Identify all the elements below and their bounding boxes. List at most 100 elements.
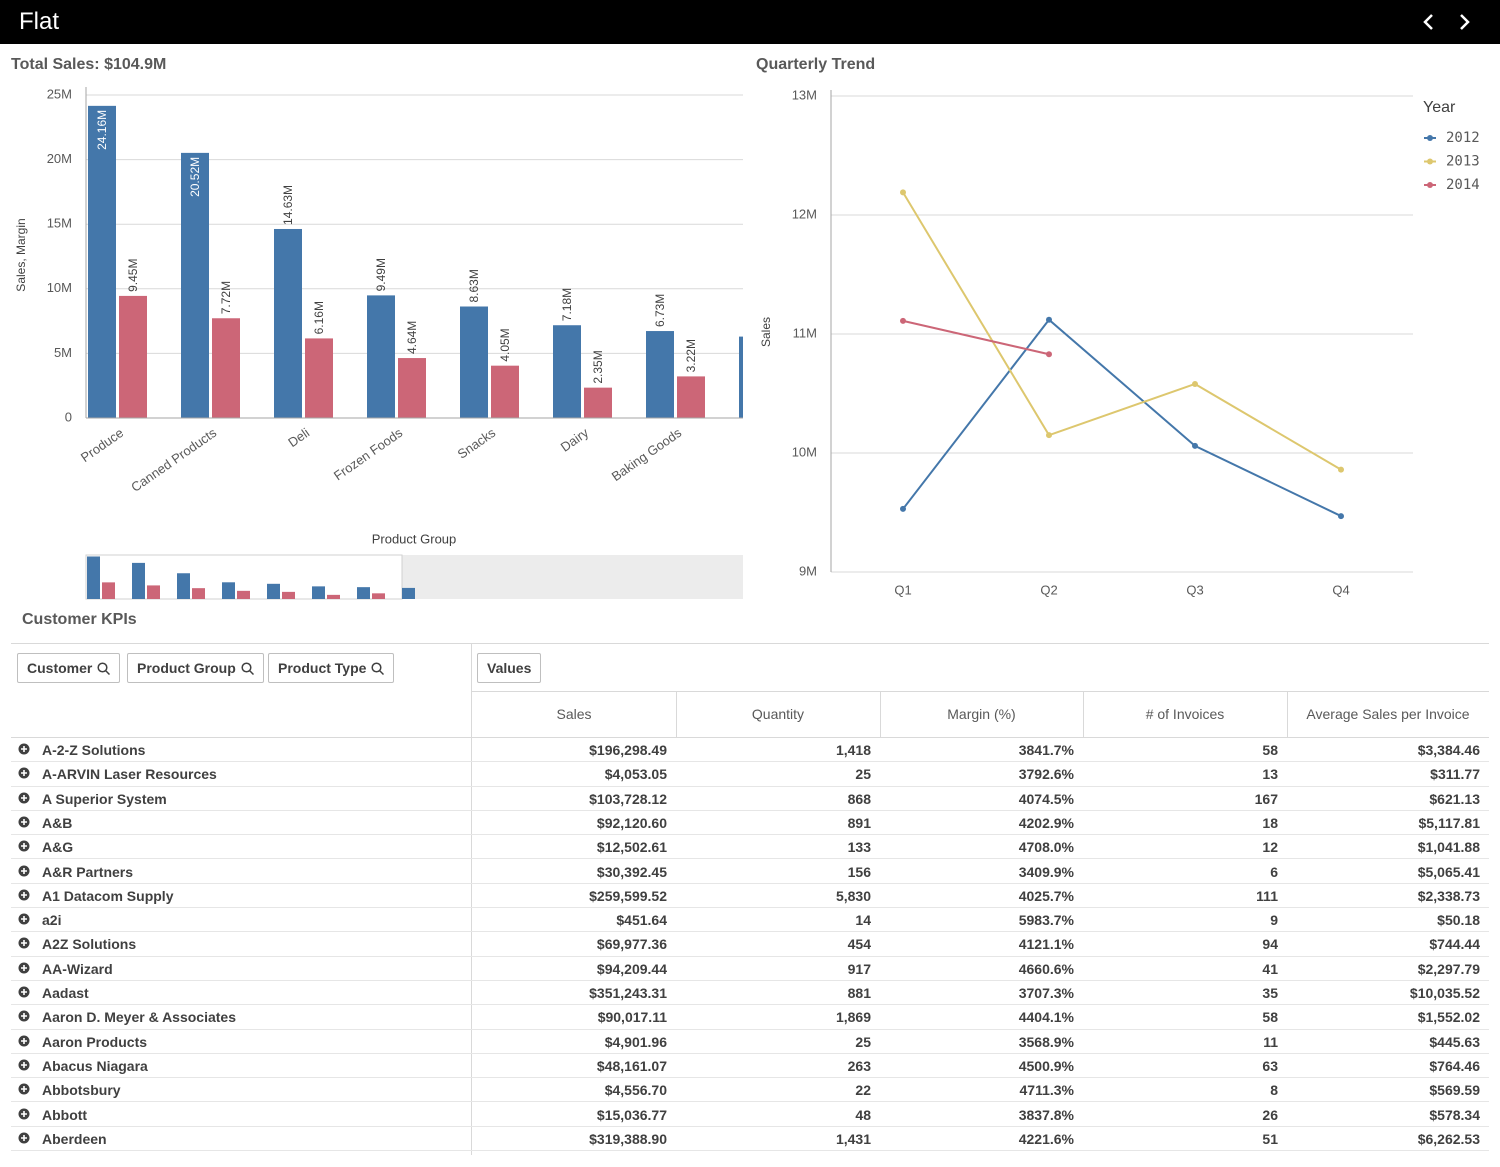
expand-icon[interactable] [18,792,30,804]
chart-title: Total Sales: $104.9M [11,56,166,73]
customer-name: A&G [42,839,74,856]
bar [274,228,302,418]
expand-icon[interactable] [18,913,30,925]
navigator-bar [132,562,145,599]
expand-icon[interactable] [18,840,30,852]
cell-value: 3841.7% [1018,742,1074,758]
expand-icon[interactable] [18,937,30,949]
cell-value: 12 [1262,839,1278,856]
expand-icon[interactable] [18,743,30,755]
filter-label: Product Group [137,660,236,676]
series-line [902,318,1342,517]
bar [739,336,743,418]
next-button[interactable] [1456,12,1472,32]
filter-label: Customer [27,660,93,676]
cell-value: $12,502.61 [596,839,667,856]
cell-value: 868 [847,790,871,807]
series-line [902,191,1342,471]
cell-value: $6,262.53 [1417,1130,1480,1147]
cell-value: 917 [847,960,871,977]
column-divider [1287,692,1288,737]
filter-button[interactable]: Customer [17,653,121,683]
customer-name: AA-Wizard [42,960,113,977]
cell-value: $5,065.41 [1417,863,1480,880]
expand-icon[interactable] [18,1059,30,1071]
customer-name: Aberdeen [42,1130,107,1147]
cell-value: $90,017.11 [597,1009,667,1026]
x-tick-label: Q3 [1186,582,1203,597]
cell-value: $578.34 [1429,1106,1480,1123]
customer-name: Aadast [42,985,89,1001]
cell-value: $50.18 [1437,912,1480,929]
table-row: Abbott $15,036.77 48 3837.8% 26 $578.34 [11,1103,1489,1127]
filter-button[interactable]: Product Type [268,653,395,683]
cell-value: $351,243.31 [589,985,667,1001]
expand-icon[interactable] [18,816,30,828]
cell-value: 4711.3% [1019,1082,1075,1099]
legend-label: 2013 [1446,154,1480,170]
expand-icon[interactable] [18,1083,30,1095]
section-title: Customer KPIs [22,611,137,628]
legend-label: 2014 [1446,177,1480,193]
customer-name: Abbotsbury [42,1082,121,1099]
cell-value: 63 [1262,1057,1278,1074]
expand-icon[interactable] [18,986,30,998]
y-tick-label: 11M [793,325,817,340]
column-divider [880,692,881,737]
expand-icon[interactable] [18,1108,30,1120]
cell-value: 94 [1262,936,1278,953]
customer-name: Aaron Products [42,1033,148,1050]
expand-icon[interactable] [18,767,30,779]
dimension-divider [471,643,472,1155]
cell-value: 25 [855,1033,871,1050]
navigator-bar [147,585,160,599]
cell-value: $15,036.77 [596,1106,667,1123]
value-label: 7.72M [219,281,233,314]
cell-value: 1,869 [835,1009,871,1026]
cell-value: 454 [847,936,871,953]
cell-value: 22 [855,1082,871,1099]
value-label: 3.22M [684,339,698,372]
search-icon [371,662,385,676]
cell-value: $451.64 [616,912,667,929]
cell-value: 3409.9% [1018,863,1074,880]
expand-icon[interactable] [18,1010,30,1022]
search-icon [97,662,111,676]
point [1192,442,1198,449]
filter-button[interactable]: Product Group [127,653,264,683]
expand-icon[interactable] [18,962,30,974]
cell-value: 18 [1262,814,1278,831]
bar [398,358,426,418]
cell-value: 8 [1270,1082,1278,1099]
cell-value: $744.44 [1429,936,1480,953]
value-label: 6.73M [653,294,667,327]
table-row: A&B $92,120.60 891 4202.9% 18 $5,117.81 [11,811,1489,836]
expand-icon[interactable] [18,1132,30,1144]
cell-value: 48 [855,1106,871,1123]
customer-name: A&B [42,814,73,831]
cell-value: 3792.6% [1018,766,1074,783]
expand-icon[interactable] [18,865,30,877]
x-tick-label: Frozen Foods [331,425,406,484]
cell-value: $4,053.05 [604,766,667,783]
cell-value: 41 [1262,960,1278,977]
table-row: A1 Datacom Supply $259,599.52 5,830 4025.7%… [11,884,1489,909]
header-divider [471,691,1489,692]
prev-button[interactable] [1421,12,1437,32]
point [1046,316,1052,323]
customer-name: Abacus Niagara [42,1057,148,1074]
expand-icon[interactable] [18,889,30,901]
cell-value: $2,297.79 [1417,960,1480,977]
customer-name: A2Z Solutions [42,936,137,953]
expand-icon[interactable] [18,1035,30,1047]
chart-title: Quarterly Trend [756,56,875,73]
cell-value: $445.63 [1429,1033,1480,1050]
point [1338,513,1344,520]
cell-value: 4221.6% [1018,1130,1074,1147]
values-button[interactable]: Values [477,653,542,683]
bar [88,105,116,419]
x-axis-title: Product Group [372,531,457,546]
cell-value: 4404.1% [1018,1009,1074,1026]
cell-value: 9 [1270,912,1278,929]
